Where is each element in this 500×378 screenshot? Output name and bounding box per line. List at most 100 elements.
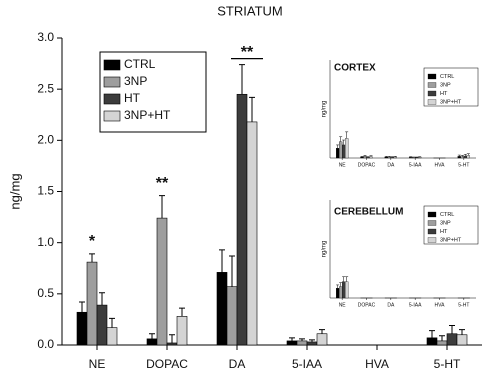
bar — [106, 327, 118, 346]
legend-swatch — [103, 59, 121, 71]
error-bar — [149, 333, 155, 339]
bar — [296, 340, 308, 346]
legend-label: CTRL — [440, 212, 454, 218]
legend-label: 3NP — [440, 82, 451, 88]
x-tick-label: NE — [89, 357, 106, 371]
y-tick-label: 3.0 — [37, 30, 54, 44]
x-tick-label: NE — [339, 162, 347, 168]
y-tick-label: 2.0 — [37, 133, 54, 147]
error-bar — [345, 131, 349, 139]
bar — [176, 316, 188, 346]
bar — [384, 156, 388, 159]
bar — [336, 288, 340, 299]
bar — [226, 286, 238, 346]
error-bar — [99, 292, 105, 306]
error-bar — [249, 96, 255, 122]
legend-label: HT — [124, 91, 141, 105]
chart-title: CEREBELLUM — [334, 207, 403, 218]
error-bar — [463, 154, 467, 157]
bar — [339, 141, 343, 159]
error-bar — [384, 156, 388, 158]
bar — [342, 144, 346, 159]
bar — [286, 340, 298, 346]
legend-swatch — [427, 99, 437, 105]
bar — [366, 157, 370, 159]
legend-swatch — [103, 76, 121, 88]
x-tick-label: DA — [387, 302, 395, 308]
legend-label: CTRL — [124, 57, 156, 71]
y-tick-label: 0.0 — [37, 337, 54, 351]
chart-title: STRIATUM — [217, 3, 282, 18]
bar — [342, 281, 346, 299]
x-tick-label: 5-IAA — [292, 357, 322, 371]
bar — [393, 156, 397, 159]
annotation: * — [89, 233, 96, 250]
error-bar — [369, 155, 373, 157]
error-bar — [387, 156, 391, 158]
x-tick-label: 5-IAA — [409, 162, 422, 168]
y-axis-label: ng/mg — [322, 101, 328, 118]
error-bar — [342, 139, 346, 145]
error-bar — [409, 156, 413, 158]
bar — [466, 155, 470, 159]
bar — [369, 156, 373, 159]
bar — [216, 272, 228, 346]
bar — [457, 156, 461, 159]
error-bar — [229, 255, 235, 287]
x-tick-label: DOPAC — [146, 357, 188, 371]
bar — [246, 121, 258, 346]
legend-label: 3NP+HT — [440, 237, 462, 243]
bar — [363, 156, 367, 159]
legend-label: 3NP+HT — [440, 99, 462, 105]
error-bar — [418, 156, 422, 158]
x-tick-label: HVA — [435, 162, 446, 168]
bar — [96, 304, 108, 346]
legend-swatch — [427, 73, 437, 80]
error-bar — [336, 284, 340, 289]
legend-swatch — [427, 220, 437, 226]
bar — [436, 340, 448, 346]
bar — [86, 261, 98, 346]
bar — [316, 333, 328, 346]
bar — [360, 156, 364, 159]
bar — [336, 148, 340, 159]
legend-swatch — [427, 228, 437, 235]
bar — [76, 311, 88, 346]
x-tick-label: NE — [339, 302, 347, 308]
error-bar — [319, 329, 325, 334]
error-bar — [179, 307, 185, 317]
legend-swatch — [427, 82, 437, 88]
error-bar — [457, 154, 461, 157]
legend-label: CTRL — [440, 74, 454, 80]
x-tick-label: DOPAC — [358, 302, 376, 308]
error-bar — [289, 337, 295, 341]
error-bar — [459, 329, 465, 335]
error-bar — [439, 335, 445, 341]
bar — [446, 333, 458, 346]
annotation: ** — [241, 44, 254, 61]
x-tick-label: DA — [229, 357, 246, 371]
y-axis-label: ng/mg — [7, 173, 22, 209]
error-bar — [339, 136, 343, 142]
x-tick-label: 5-HT — [434, 357, 461, 371]
bar — [306, 341, 318, 346]
bar — [412, 157, 416, 159]
annotation: ** — [156, 175, 169, 192]
bar — [146, 338, 158, 346]
error-bar — [393, 156, 397, 158]
bar — [415, 157, 419, 159]
error-bar — [390, 156, 394, 158]
error-bar — [239, 64, 245, 95]
x-tick-label: HVA — [435, 302, 446, 308]
error-bar — [309, 339, 315, 342]
bar — [409, 157, 413, 159]
error-bar — [460, 155, 464, 157]
error-bar — [299, 338, 305, 341]
error-bar — [449, 325, 455, 334]
error-bar — [342, 276, 346, 282]
y-tick-label: 0.5 — [37, 286, 54, 300]
legend-label: 3NP — [440, 220, 451, 226]
legend-label: HT — [440, 91, 448, 97]
legend-swatch — [103, 93, 121, 105]
